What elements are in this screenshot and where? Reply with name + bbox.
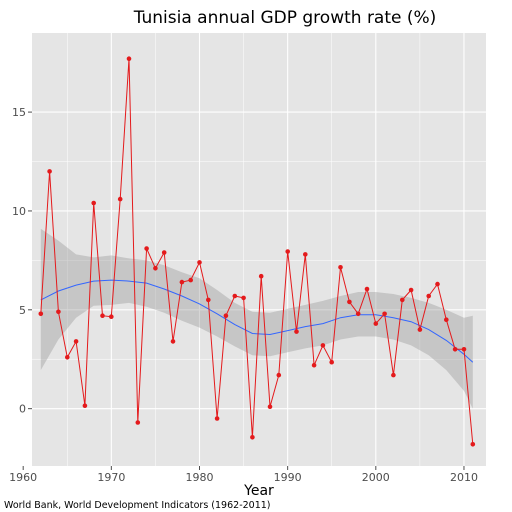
- data-point: [276, 372, 282, 378]
- data-point: [373, 321, 379, 326]
- data-point: [82, 403, 88, 409]
- y-tick-label: 0: [19, 403, 26, 416]
- data-point: [250, 435, 255, 440]
- data-point: [452, 347, 458, 352]
- data-point: [117, 196, 123, 202]
- axes: 1960 1970 1980 1990 2000 2010 0 5 10 15: [9, 106, 478, 484]
- data-point: [241, 295, 246, 301]
- data-point: [197, 260, 202, 265]
- x-tick-label: 1980: [185, 471, 213, 484]
- data-point: [355, 311, 361, 317]
- data-point: [206, 297, 211, 303]
- series-line: [40, 58, 474, 445]
- confidence-band: [40, 228, 473, 409]
- data-point: [47, 169, 52, 174]
- gdp-series: [38, 56, 476, 447]
- data-point: [320, 343, 326, 348]
- y-tick-label: 15: [12, 106, 26, 119]
- data-point: [56, 309, 61, 315]
- x-tick-label: 1970: [97, 471, 125, 484]
- data-point: [214, 416, 220, 421]
- chart-title: Tunisia annual GDP growth rate (%): [133, 8, 437, 28]
- data-point: [444, 317, 449, 323]
- data-point: [435, 281, 440, 287]
- data-point: [303, 252, 308, 257]
- grid-lines: [32, 33, 486, 466]
- x-tick-label: 1960: [9, 471, 37, 484]
- data-point: [364, 286, 370, 292]
- data-point: [153, 266, 158, 271]
- data-point: [338, 265, 343, 270]
- data-point: [188, 277, 193, 283]
- data-point: [294, 329, 299, 334]
- data-point: [100, 313, 105, 319]
- data-point: [170, 339, 176, 344]
- data-point: [232, 293, 238, 299]
- data-point: [311, 362, 317, 368]
- data-point: [461, 347, 467, 352]
- data-point: [258, 273, 264, 279]
- data-point: [179, 279, 185, 285]
- data-point: [126, 56, 132, 61]
- y-tick-label: 10: [12, 205, 26, 218]
- y-tick-label: 5: [19, 304, 26, 317]
- data-point: [38, 311, 44, 317]
- data-point: [382, 311, 387, 317]
- data-point: [470, 442, 476, 447]
- data-point: [347, 299, 352, 305]
- data-point: [73, 339, 79, 344]
- source-caption: World Bank, World Development Indicators…: [4, 500, 271, 511]
- data-point: [109, 314, 114, 320]
- plot-panel: [32, 33, 486, 466]
- data-point: [135, 420, 141, 425]
- data-point: [408, 287, 414, 293]
- x-axis-title: Year: [243, 483, 274, 499]
- data-point: [426, 293, 432, 299]
- data-point: [223, 313, 229, 319]
- data-point: [285, 249, 291, 254]
- data-point: [144, 246, 149, 251]
- data-point: [400, 297, 405, 303]
- data-point: [65, 355, 70, 360]
- x-tick-label: 2010: [450, 471, 478, 484]
- data-point: [161, 250, 167, 255]
- data-point: [91, 200, 96, 206]
- data-point: [329, 359, 335, 365]
- data-point: [267, 404, 273, 410]
- x-tick-label: 2000: [362, 471, 390, 484]
- data-point: [417, 327, 423, 332]
- confidence-band-area: [40, 228, 473, 409]
- data-point: [391, 372, 396, 378]
- x-tick-label: 1990: [274, 471, 302, 484]
